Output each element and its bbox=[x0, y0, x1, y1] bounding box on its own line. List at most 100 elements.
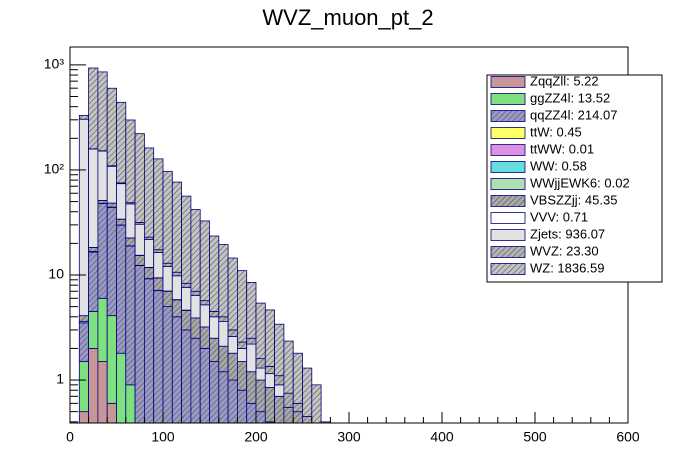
bar-segment bbox=[125, 245, 136, 386]
legend-label: WWjjEWK6: 0.02 bbox=[530, 175, 630, 190]
legend-label: ttW: 0.45 bbox=[530, 124, 582, 139]
bar-segment bbox=[162, 262, 173, 267]
legend-swatch bbox=[490, 263, 526, 275]
bar-segment bbox=[162, 306, 173, 424]
bar-segment bbox=[218, 316, 229, 323]
legend-swatch bbox=[490, 229, 526, 241]
legend-label: WZ: 1836.59 bbox=[530, 260, 604, 275]
bar-segment bbox=[264, 365, 275, 375]
legend-label: WW: 0.58 bbox=[530, 158, 587, 173]
axes: 0 100 200 300 400 500 600 1 10 10² 10³ bbox=[44, 56, 640, 445]
bar-segment bbox=[134, 223, 145, 256]
x-tick-label: 100 bbox=[151, 429, 175, 445]
bar-segment bbox=[246, 337, 257, 345]
bar-segment bbox=[106, 206, 117, 317]
y-tick-label: 10³ bbox=[44, 56, 65, 72]
bar-segment bbox=[78, 118, 90, 317]
bar-segment bbox=[246, 282, 257, 339]
bar-segment bbox=[181, 195, 192, 284]
bar-segment bbox=[97, 71, 108, 152]
bar-segment bbox=[88, 251, 99, 312]
bar-segment bbox=[246, 402, 257, 424]
bar-segment bbox=[162, 170, 173, 264]
bar-segment bbox=[153, 290, 164, 424]
bar-segment bbox=[88, 148, 99, 248]
legend-swatch bbox=[490, 246, 526, 258]
legend-label: VVV: 0.71 bbox=[530, 209, 588, 224]
bar-segment bbox=[125, 119, 136, 204]
bar-segment bbox=[125, 384, 136, 424]
bar-segment bbox=[274, 375, 285, 386]
legend-label: ttWW: 0.01 bbox=[530, 141, 594, 156]
bar-segment bbox=[171, 299, 183, 318]
bar-segment bbox=[227, 336, 238, 354]
bar-segment bbox=[311, 384, 322, 424]
bar-segment bbox=[134, 255, 145, 266]
bar-segment bbox=[246, 343, 257, 373]
legend-swatch bbox=[490, 144, 526, 156]
bar-segment bbox=[255, 367, 266, 381]
x-tick-label: 500 bbox=[523, 429, 547, 445]
bar-segment bbox=[78, 115, 90, 120]
bar-segment bbox=[209, 361, 220, 424]
bar-segment bbox=[78, 411, 90, 424]
bar-segment bbox=[106, 315, 117, 404]
legend-swatch bbox=[490, 161, 526, 173]
bar-segment bbox=[227, 329, 238, 337]
bar-segment bbox=[190, 337, 201, 424]
bar-segment bbox=[218, 321, 229, 347]
bar-segment bbox=[181, 329, 192, 424]
bars bbox=[78, 67, 331, 424]
legend-label: ggZZ4l: 13.52 bbox=[530, 90, 610, 105]
bar-segment bbox=[116, 101, 127, 184]
bar-segment bbox=[264, 387, 275, 423]
bar-segment bbox=[209, 311, 220, 318]
bar-segment bbox=[153, 277, 164, 291]
bar-segment bbox=[218, 244, 229, 318]
bar-segment bbox=[143, 267, 155, 279]
bar-segment bbox=[218, 345, 229, 373]
bar-segment bbox=[181, 282, 192, 288]
legend-label: WVZ: 23.30 bbox=[530, 243, 599, 258]
bar-segment bbox=[264, 309, 275, 367]
bar-segment bbox=[125, 203, 136, 239]
bar-segment bbox=[274, 395, 285, 424]
bar-segment bbox=[88, 247, 99, 252]
bar-segment bbox=[292, 402, 303, 413]
bar-segment bbox=[116, 352, 127, 424]
bar-segment bbox=[236, 348, 248, 362]
bar-segment bbox=[78, 315, 90, 323]
bar-segment bbox=[88, 311, 99, 349]
bar-segment bbox=[283, 340, 294, 394]
bar-segment bbox=[153, 252, 164, 279]
legend: ZqqZll: 5.22 ggZZ4l: 13.52 qqZZ4l: 214.07 t… bbox=[490, 73, 630, 275]
bar-segment bbox=[302, 416, 313, 424]
bar-segment bbox=[190, 317, 201, 339]
bar-segment bbox=[190, 290, 201, 296]
bar-segment bbox=[255, 411, 266, 424]
legend-swatch bbox=[490, 93, 526, 105]
bar-segment bbox=[274, 384, 285, 397]
y-tick-label: 10² bbox=[44, 161, 65, 177]
bar-segment bbox=[162, 266, 173, 292]
bar-segment bbox=[283, 406, 294, 424]
bar-segment bbox=[97, 361, 108, 424]
bar-segment bbox=[106, 402, 117, 424]
legend-swatch bbox=[490, 178, 526, 190]
bar-segment bbox=[292, 352, 303, 404]
bar-segment bbox=[264, 373, 275, 388]
legend-label: ZqqZll: 5.22 bbox=[530, 73, 599, 88]
bar-segment bbox=[78, 322, 90, 362]
bar-segment bbox=[255, 302, 266, 359]
bar-segment bbox=[106, 87, 117, 167]
bar-segment bbox=[255, 379, 266, 413]
bar-segment bbox=[125, 237, 136, 247]
bar-segment bbox=[116, 218, 127, 226]
bar-segment bbox=[283, 392, 294, 408]
bar-segment bbox=[106, 165, 117, 204]
x-tick-label: 200 bbox=[244, 429, 268, 445]
bar-segment bbox=[143, 239, 155, 268]
bar-segment bbox=[134, 133, 145, 223]
bar-segment bbox=[97, 297, 108, 362]
bar-segment bbox=[199, 326, 210, 349]
